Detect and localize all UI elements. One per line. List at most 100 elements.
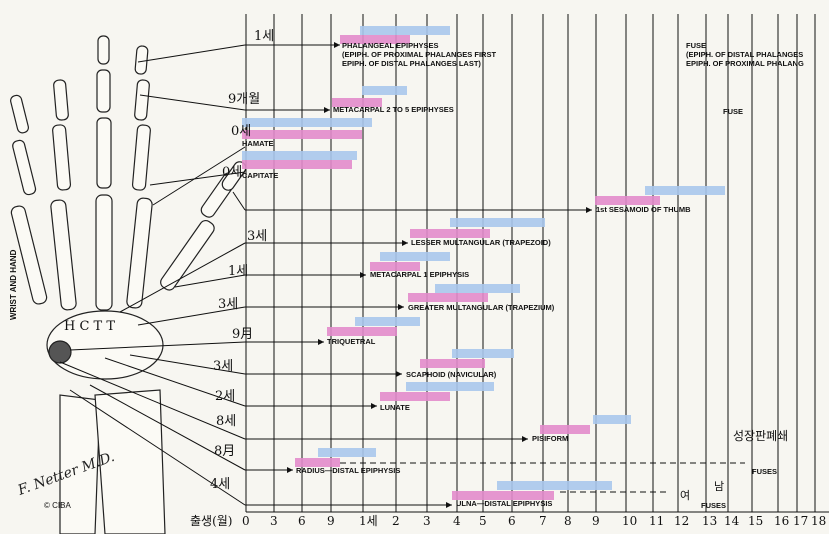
radius-bone [94,389,166,534]
row-handwritten-note: 4세 [210,477,230,492]
female-bar [380,392,450,401]
male-bar [380,252,450,261]
growth-plate-note: 성장판폐쇄 [733,429,788,443]
male-bar [318,448,376,457]
female-bar [242,160,352,169]
axis-tick-label: 12 [674,514,689,528]
axis-tick-label: 5 [479,514,487,528]
male-bar [355,317,420,326]
male-bar [593,415,631,424]
side-title: WRIST AND HAND [9,249,18,320]
axis-tick-label: 16 [774,514,789,528]
arrow-head [586,207,592,213]
arrow-head [371,403,377,409]
row-label: LESSER MULTANGULAR (TRAPEZOID) [411,238,551,247]
female-bar [410,229,490,238]
carpal-letters: H C T T [64,319,115,334]
leader-line [119,242,246,313]
phalanx-4a [52,124,72,191]
row-label: METACARPAL 1 EPIPHYSIS [370,270,469,279]
axis-tick-label: 3 [270,514,278,528]
row-sublabel: (EPIPH. OF PROXIMAL PHALANGES FIRST [342,50,496,59]
arrow-head [324,107,330,113]
row-handwritten-note: 2세 [215,389,235,404]
row-handwritten-note: 3세 [213,359,233,374]
leader-line [139,94,246,111]
row-labels: PHALANGEAL EPIPHYSES(EPIPH. OF PROXIMAL … [210,29,804,510]
arrow-head [360,272,366,278]
age-bars [242,26,725,500]
leader-line [59,361,246,440]
axis-tick-label: 2 [392,514,400,528]
phalanx-2b [134,79,150,121]
female-bar [370,262,420,271]
phalanx-4b [53,79,69,121]
female-bar [420,359,485,368]
row-sublabel: EPIPH. OF DISTAL PHALANGES LAST) [342,59,481,68]
leader-line [232,191,246,211]
leader-line [137,306,246,326]
male-bar [435,284,520,293]
phalanx-3b [96,69,111,113]
row-label: HAMATE [242,139,274,148]
row-handwritten-note: 3세 [247,229,267,244]
row-label: METACARPAL 2 TO 5 EPIPHYSES [333,105,454,114]
row-label: RADIUS—DISTAL EPIPHYSIS [296,466,400,475]
axis-tick-label: 7 [539,514,547,528]
male-bar [242,151,357,160]
axis-tick-label: 3 [423,514,431,528]
axis-prefix-label: 출생(월) [190,514,232,528]
axis-tick-label: 6 [298,514,306,528]
arrow-head [402,240,408,246]
row-handwritten-note: 0세 [231,124,251,139]
axis-tick-label: 1세 [359,514,378,528]
metacarpal-1 [160,219,215,291]
fuse-label: FUSES [752,467,777,476]
male-bar [452,349,514,358]
male-bar [645,186,725,195]
axis-tick-label: 14 [724,514,740,528]
carpal-bones [46,310,164,380]
arrow-head [334,42,340,48]
row-label: CAPITATE [242,171,278,180]
arrow-head [318,339,324,345]
male-bar [362,86,407,95]
row-label: 1st SESAMOID OF THUMB [596,205,691,214]
fuse-label: FUSE [723,107,743,116]
row-label: PISIFORM [532,434,568,443]
ulna-bone [59,394,101,534]
metacarpal-3 [95,194,113,311]
leader-line [174,274,246,288]
fuse-sublabel: (EPIPH. OF DISTAL PHALANGES [686,50,803,59]
row-handwritten-note: 8세 [216,414,236,429]
female-bar [295,458,340,467]
female-bar [595,196,660,205]
row-label: LUNATE [380,403,410,412]
row-handwritten-note: 9月 [232,327,253,342]
arrow-head [446,502,452,508]
female-bar [340,35,410,44]
leader-line [152,146,246,206]
male-bar [242,118,372,127]
age-axis: 출생(월) 0 3 6 9 1세 2 3 4 5 6 7 8 9 10 11 12 13 14 15 16 17 18 [190,514,826,528]
axis-tick-label: 18 [811,514,826,528]
leader-lines [59,42,745,508]
male-bar [360,26,450,35]
axis-tick-label: 10 [622,514,637,528]
phalanx-3c [97,35,110,65]
copyright: © CIBA [44,501,71,510]
row-handwritten-note: 1세 [254,29,274,44]
female-bar [242,130,362,139]
female-bar [327,327,397,336]
axis-tick-label: 17 [793,514,808,528]
axis-tick-label: 4 [453,514,461,528]
leader-line [69,389,246,506]
phalanx-2a [131,124,151,191]
row-handwritten-note: 0세 [222,165,242,180]
phalanx-5a [12,139,37,196]
female-bar [332,98,382,107]
arrow-head [287,467,293,473]
row-handwritten-note: 8月 [214,444,235,459]
